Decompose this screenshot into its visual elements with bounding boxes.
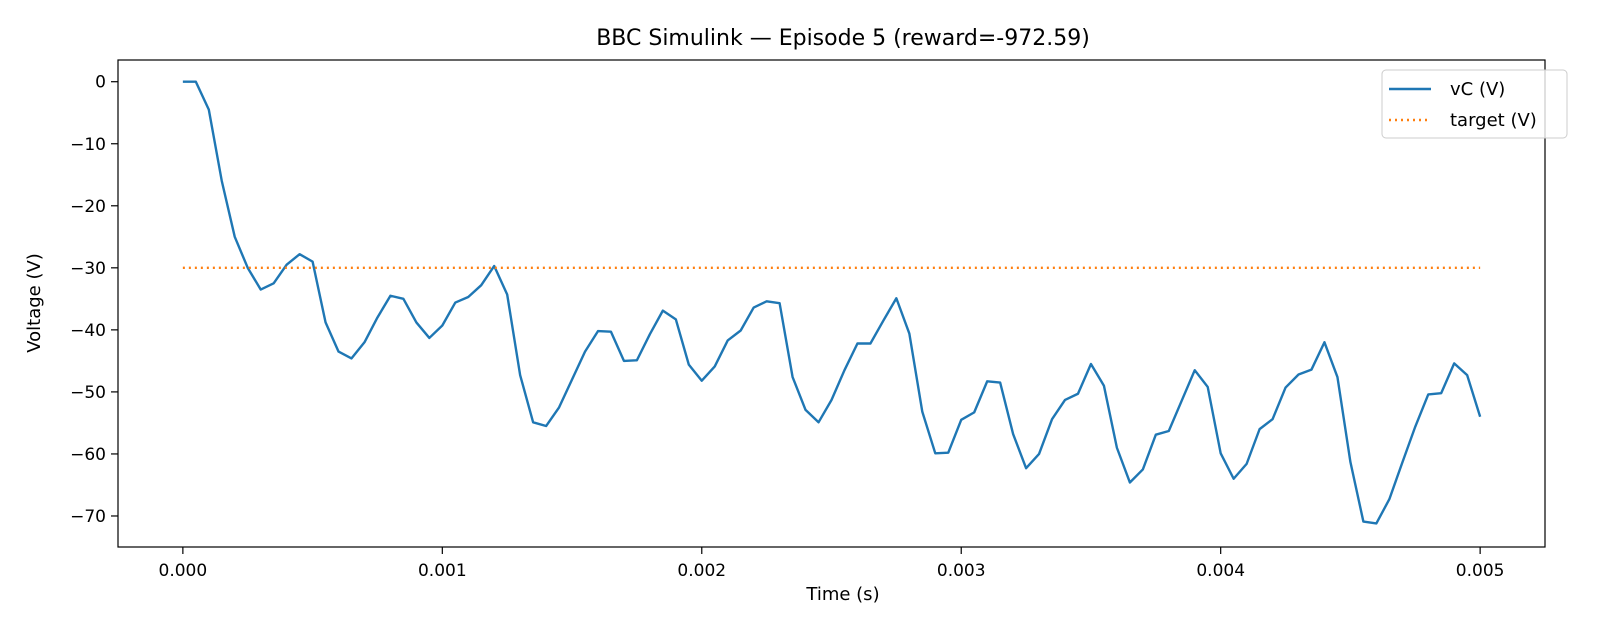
- x-ticks: 0.000 0.001 0.002 0.003 0.004 0.005: [159, 547, 1505, 581]
- series-layer: [182, 80, 1482, 525]
- x-tick-label: 0.002: [677, 561, 726, 581]
- plot-frame: [117, 59, 1546, 548]
- x-axis-label: Time (s): [805, 584, 879, 605]
- y-tick-label: −30: [70, 259, 106, 279]
- x-tick-label: 0.005: [1456, 561, 1505, 581]
- legend-label-vc: vC (V): [1450, 79, 1505, 100]
- x-tick-label: 0.003: [937, 561, 986, 581]
- y-tick-label: −20: [70, 197, 106, 217]
- y-ticks: 0 −10 −20 −30 −40 −50 −60 −70: [70, 73, 118, 527]
- y-tick-label: −50: [70, 383, 106, 403]
- y-tick-label: 0: [95, 73, 106, 93]
- x-tick-label: 0.004: [1196, 561, 1245, 581]
- x-tick-label: 0.001: [418, 561, 467, 581]
- legend-box: [1381, 69, 1568, 139]
- y-tick-label: −40: [70, 321, 106, 341]
- x-tick-label: 0.000: [159, 561, 208, 581]
- chart-title: BBC Simulink — Episode 5 (reward=-972.59…: [596, 26, 1090, 51]
- y-tick-label: −60: [70, 445, 106, 465]
- y-tick-label: −10: [70, 135, 106, 155]
- y-tick-label: −70: [70, 507, 106, 527]
- series-line-vc: [182, 80, 1482, 525]
- legend-label-target: target (V): [1450, 110, 1537, 131]
- y-axis-label: Voltage (V): [24, 253, 45, 353]
- plot-area: [117, 59, 1546, 548]
- legend: vC (V) target (V): [1381, 69, 1568, 139]
